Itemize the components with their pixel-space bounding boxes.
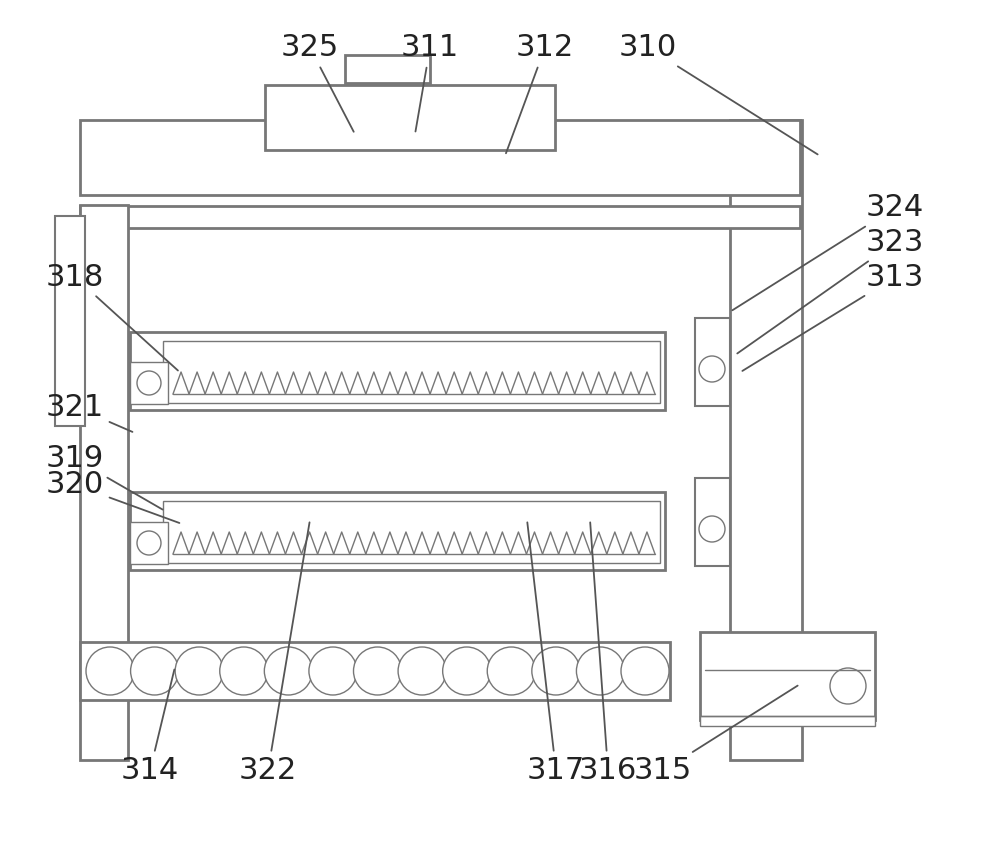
Circle shape <box>264 647 312 695</box>
Bar <box>163 341 660 403</box>
Text: 318: 318 <box>46 262 178 371</box>
Text: 313: 313 <box>742 262 924 371</box>
Text: 311: 311 <box>401 33 459 132</box>
Bar <box>80 205 128 760</box>
Text: 321: 321 <box>46 392 132 432</box>
Circle shape <box>443 647 491 695</box>
Circle shape <box>354 647 402 695</box>
Bar <box>695 318 730 406</box>
Bar <box>80 120 800 195</box>
Bar <box>700 716 875 726</box>
Circle shape <box>86 647 134 695</box>
Bar <box>130 332 665 410</box>
Circle shape <box>131 647 179 695</box>
Bar <box>80 206 800 228</box>
Bar <box>700 632 875 720</box>
Bar <box>345 55 430 83</box>
Circle shape <box>398 647 446 695</box>
Circle shape <box>487 647 535 695</box>
Text: 310: 310 <box>619 33 818 154</box>
Text: 320: 320 <box>46 470 179 523</box>
Text: 314: 314 <box>121 669 179 785</box>
Text: 324: 324 <box>732 193 924 310</box>
Text: 322: 322 <box>239 522 310 785</box>
Bar <box>730 120 802 760</box>
Text: 312: 312 <box>506 33 574 153</box>
Bar <box>163 501 660 563</box>
Bar <box>80 642 670 700</box>
Circle shape <box>621 647 669 695</box>
Bar <box>130 522 168 564</box>
Bar <box>130 492 665 570</box>
Circle shape <box>137 371 161 395</box>
Bar <box>695 478 730 566</box>
Circle shape <box>137 531 161 555</box>
Circle shape <box>532 647 580 695</box>
Circle shape <box>309 647 357 695</box>
Bar <box>55 216 85 426</box>
Text: 316: 316 <box>579 522 637 785</box>
Bar <box>130 362 168 404</box>
Circle shape <box>699 516 725 542</box>
Text: 319: 319 <box>46 444 163 509</box>
Circle shape <box>699 356 725 382</box>
Circle shape <box>576 647 624 695</box>
Circle shape <box>830 668 866 704</box>
Circle shape <box>175 647 223 695</box>
Text: 325: 325 <box>281 33 354 132</box>
Text: 323: 323 <box>737 228 924 353</box>
Circle shape <box>220 647 268 695</box>
Text: 315: 315 <box>634 686 798 785</box>
Text: 317: 317 <box>527 522 585 785</box>
Bar <box>265 85 555 150</box>
